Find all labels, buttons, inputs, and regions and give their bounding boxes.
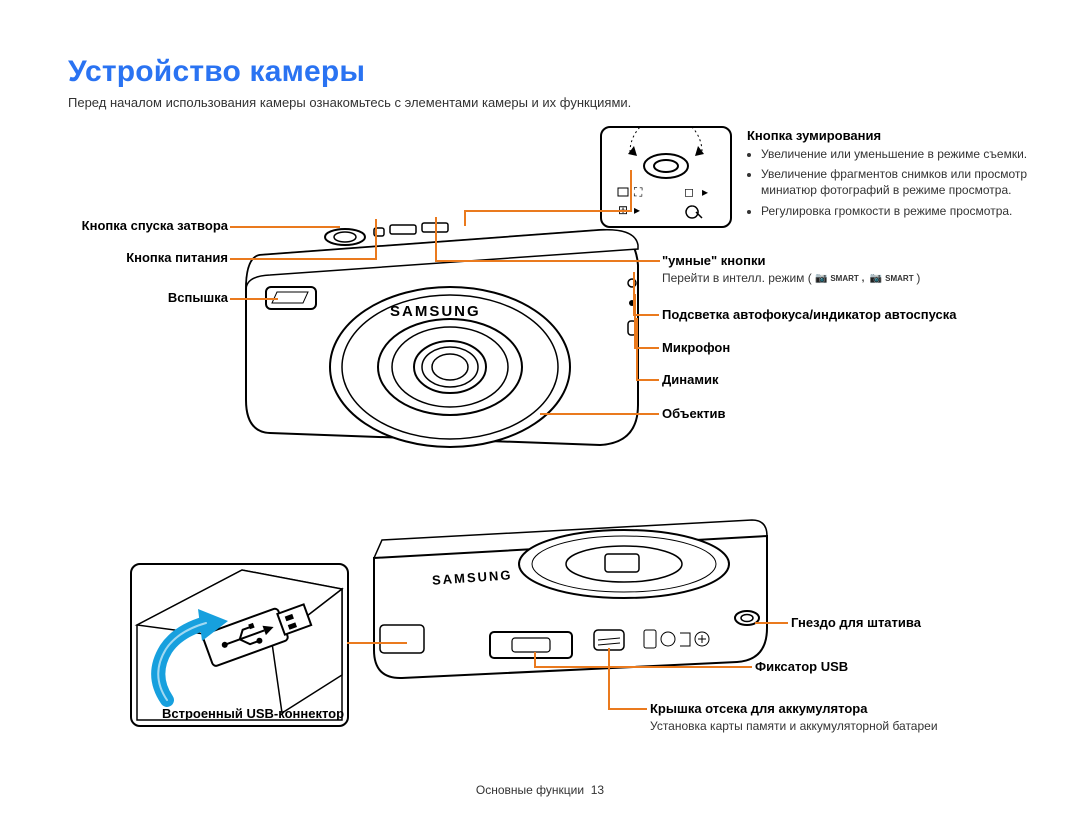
svg-text:⛶: ⛶: [633, 185, 643, 199]
label-mic: Микрофон: [662, 340, 730, 355]
zoom-bullets: Увеличение или уменьшение в режиме съемк…: [747, 146, 1041, 223]
leader-smart-v: [435, 217, 437, 262]
camera-front-svg: [240, 195, 640, 455]
smart-subtitle-prefix: Перейти в интелл. режим (: [662, 271, 812, 285]
label-battery-cover: Крышка отсека для аккумулятора: [650, 701, 867, 716]
smart-subtitle: Перейти в интелл. режим ( 📷 SMART , 📷 SM…: [662, 270, 920, 287]
leader-power-v: [375, 219, 377, 260]
label-af: Подсветка автофокуса/индикатор автоспуск…: [662, 307, 956, 322]
camera-front-drawing: SAMSUNG: [240, 225, 640, 475]
label-battery-note: Установка карты памяти и аккумуляторной …: [650, 718, 950, 734]
leader-usb-lock-h: [536, 666, 752, 668]
zoom-title: Кнопка зумирования: [747, 128, 881, 143]
label-usb-builtin: Встроенный USB-коннектор: [153, 706, 353, 721]
camera-bottom-svg: [362, 510, 772, 685]
leader-flash: [230, 298, 278, 300]
label-usb-lock: Фиксатор USB: [755, 659, 848, 674]
leader-lens: [540, 413, 659, 415]
svg-text:▸: ▸: [702, 185, 708, 199]
page-footer: Основные функции 13: [0, 783, 1080, 797]
footer-label: Основные функции: [476, 783, 584, 797]
zoom-bullet-1: Увеличение фрагментов снимков или просмо…: [761, 166, 1041, 198]
zoom-bullet-0: Увеличение или уменьшение в режиме съемк…: [761, 146, 1041, 162]
label-flash: Вспышка: [78, 290, 228, 305]
svg-text:◻: ◻: [684, 185, 694, 199]
leader-power: [230, 258, 375, 260]
leader-battery-h: [610, 708, 647, 710]
label-tripod: Гнездо для штатива: [791, 615, 921, 630]
label-lens: Объектив: [662, 406, 726, 421]
label-shutter: Кнопка спуска затвора: [78, 218, 228, 233]
leader-battery-v: [608, 648, 610, 710]
leader-smart: [435, 260, 660, 262]
brand-label-front: SAMSUNG: [390, 303, 481, 320]
label-speaker: Динамик: [662, 372, 718, 387]
camera-bottom-drawing: SAMSUNG: [362, 510, 772, 685]
smart-mode-icons: 📷 SMART , 📷 SMART: [815, 273, 916, 284]
zoom-bullet-2: Регулировка громкости в режиме просмотра…: [761, 203, 1041, 219]
smart-subtitle-suffix: ): [916, 271, 920, 285]
usb-inset: [130, 563, 349, 727]
leader-tripod: [755, 622, 788, 624]
leader-speaker-v: [636, 318, 638, 381]
zoom-inset: ⛶ ◻ ▸ ⊞ ▸: [600, 126, 732, 228]
intro-text: Перед началом использования камеры ознак…: [68, 95, 631, 110]
smart-title: "умные" кнопки: [662, 253, 765, 268]
footer-page: 13: [591, 783, 604, 797]
leader-shutter: [230, 226, 340, 228]
usb-inset-svg: [132, 565, 347, 725]
leader-speaker: [638, 379, 659, 381]
leader-usb-inset: [347, 642, 407, 644]
leader-zoom-up: [630, 170, 632, 212]
leader-usb-lock-v: [534, 652, 536, 668]
leader-zoom-h: [464, 210, 632, 212]
manual-page: Устройство камеры Перед началом использо…: [0, 0, 1080, 815]
leader-zoom-v: [464, 212, 466, 226]
leader-af: [635, 314, 659, 316]
svg-text:▸: ▸: [634, 203, 640, 217]
leader-mic: [636, 347, 659, 349]
label-power: Кнопка питания: [78, 250, 228, 265]
page-title: Устройство камеры: [68, 55, 365, 89]
